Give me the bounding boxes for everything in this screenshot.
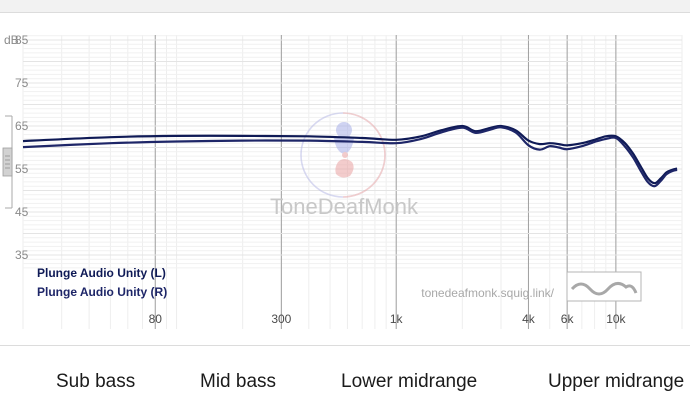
y-tick-label: 75 [15, 76, 29, 90]
x-tick-label: 1k [390, 312, 404, 326]
series-line[interactable] [22, 126, 678, 188]
band-label-sub-bass: Sub bass [56, 371, 136, 392]
x-tick-label: 10k [606, 312, 626, 326]
monk-logo-watermark [300, 112, 386, 198]
y-tick-label: 45 [15, 205, 29, 219]
squiglink-logo [566, 271, 642, 302]
legend-entry[interactable]: Plunge Audio Unity (L) [37, 266, 166, 280]
y-tick-label: 55 [15, 162, 29, 176]
x-tick-label: 6k [561, 312, 575, 326]
y-tick-label: 85 [15, 33, 29, 47]
legend: Plunge Audio Unity (L) Plunge Audio Unity… [37, 266, 167, 299]
top-toolbar [0, 0, 690, 13]
band-separator [0, 345, 690, 346]
x-tick-label: 4k [522, 312, 536, 326]
x-tick-label: 80 [149, 312, 163, 326]
watermark-url: tonedeafmonk.squig.link/ [421, 286, 554, 300]
y-unit-label: dB [4, 33, 19, 47]
band-label-lower-midrange: Lower midrange [341, 371, 478, 392]
x-axis: 80 300 1k 4k 6k 10k [149, 312, 627, 326]
series-line[interactable] [22, 124, 678, 185]
series-lines [22, 124, 678, 188]
band-label-mid-bass: Mid bass [200, 371, 277, 392]
y-tick-label: 35 [15, 248, 29, 262]
y-scale-handle[interactable] [2, 115, 13, 209]
legend-entry[interactable]: Plunge Audio Unity (R) [37, 285, 167, 299]
x-tick-label: 300 [271, 312, 291, 326]
y-tick-label: 65 [15, 119, 29, 133]
band-label-upper-midrange: Upper midrange [548, 371, 685, 392]
watermark-brand: ToneDeafMonk [270, 194, 419, 219]
